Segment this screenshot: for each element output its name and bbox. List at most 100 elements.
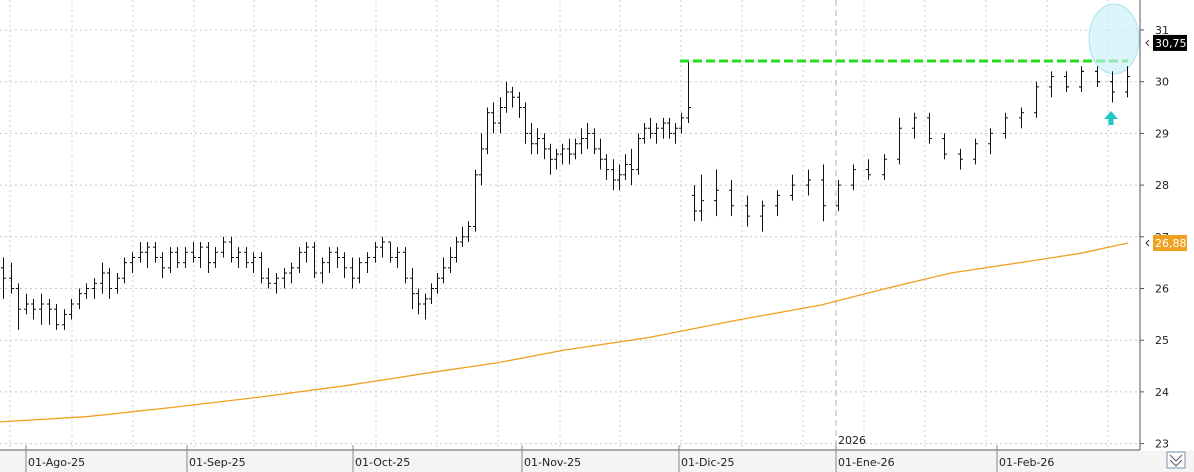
y-tick-label: 23	[1155, 438, 1169, 451]
y-tick-label: 26	[1155, 283, 1169, 296]
y-tick-label: 29	[1155, 127, 1169, 140]
moving-average-tag: 26,88	[1145, 235, 1187, 252]
ohlc-bar	[77, 288, 82, 310]
ohlc-bar	[573, 138, 578, 160]
ohlc-bar	[897, 117, 902, 165]
ohlc-bar	[882, 154, 887, 180]
up-arrow-icon	[1104, 111, 1118, 125]
ohlc-bar	[806, 169, 811, 196]
ohlc-bar	[585, 123, 590, 149]
moving-average-line	[0, 242, 1129, 423]
ohlc-bar	[107, 267, 112, 299]
last-price-label: 30,75	[1155, 37, 1187, 50]
ohlc-bar	[692, 185, 697, 222]
ohlc-bar	[160, 252, 165, 279]
ohlc-bar	[289, 262, 294, 284]
ohlc-bar	[266, 267, 271, 289]
ohlc-bar	[244, 247, 249, 268]
ohlc-bar	[153, 241, 158, 263]
ohlc-bar	[714, 169, 719, 217]
ohlc-bar	[866, 159, 871, 180]
ohlc-bar	[62, 309, 67, 330]
ohlc-bar	[523, 102, 528, 144]
ohlc-bar	[988, 128, 993, 155]
annotations-layer	[680, 3, 1140, 125]
ohlc-bar	[535, 128, 540, 155]
ohlc-bar	[435, 272, 440, 294]
grid-layer	[0, 0, 1138, 450]
ohlc-bar	[39, 293, 44, 325]
ohlc-bar	[517, 92, 522, 118]
ohlc-bar	[145, 241, 150, 268]
ohlc-bar	[498, 97, 503, 134]
ohlc-bar	[958, 148, 963, 170]
x-tick-label: 01-Ago-25	[28, 456, 85, 469]
ohlc-bar	[567, 138, 572, 165]
ohlc-bar	[198, 241, 203, 268]
ohlc-bar	[259, 252, 264, 284]
y-tick-label: 24	[1155, 386, 1169, 399]
ohlc-bar	[304, 241, 309, 263]
y-tick-label: 28	[1155, 179, 1169, 192]
ohlc-bar	[760, 200, 765, 232]
ohlc-bar	[416, 288, 421, 315]
ohlc-bar	[115, 272, 120, 294]
ohlc-bar	[24, 293, 29, 315]
breakout-highlight	[1088, 3, 1140, 75]
y-tick-label: 30	[1155, 76, 1169, 89]
ohlc-bar	[821, 164, 826, 222]
ohlc-bar	[365, 252, 370, 273]
ohlc-bar	[229, 236, 234, 263]
ohlc-bar	[251, 252, 256, 273]
ohlc-bar	[206, 241, 211, 273]
ohlc-bar	[592, 128, 597, 155]
double-chevron-down-icon[interactable]	[1166, 451, 1186, 469]
ohlc-bar	[403, 247, 408, 284]
x-tick-label: 01-Oct-25	[355, 456, 410, 469]
ohlc-bar	[92, 278, 97, 299]
ohlc-bar	[927, 112, 932, 144]
ohlc-bar	[1095, 66, 1100, 87]
ohlc-bar	[648, 117, 653, 139]
ohlc-bar	[395, 247, 400, 268]
ohlc-bar	[69, 298, 74, 320]
ohlc-bar	[699, 174, 704, 222]
ohlc-bar	[175, 247, 180, 268]
ohlc-bar	[667, 117, 672, 139]
ohlc-bar	[548, 143, 553, 175]
ohlc-bar	[636, 133, 641, 175]
ohlc-bar	[491, 102, 496, 134]
ohlc-bar	[423, 293, 428, 320]
ohlc-bar	[213, 247, 218, 268]
ohlc-bar	[560, 143, 565, 165]
ohlc-bar	[327, 247, 332, 273]
ohlc-bar	[454, 236, 459, 263]
ohlc-bar	[686, 61, 691, 124]
ohlc-bar	[388, 241, 393, 263]
ohlc-bar	[274, 272, 279, 294]
ohlc-bar	[297, 247, 302, 273]
ohlc-bar	[679, 112, 684, 134]
ohlc-bar	[350, 257, 355, 289]
ohlc-bar	[554, 148, 559, 170]
ohlc-bar	[138, 241, 143, 263]
ohlc-bars-layer	[1, 61, 1130, 330]
ohlc-bar	[473, 169, 478, 232]
ohlc-bar	[661, 117, 666, 139]
ohlc-bar	[312, 241, 317, 279]
ohlc-bar	[410, 267, 415, 310]
ohlc-bar	[579, 128, 584, 155]
ohlc-bar	[479, 133, 484, 186]
ohlc-bar	[342, 252, 347, 279]
year-marker-label: 2026	[838, 434, 866, 447]
x-tick-label: 01-Sep-25	[189, 456, 246, 469]
ohlc-bar	[236, 247, 241, 268]
ohlc-bar	[598, 138, 603, 170]
ohlc-bar	[1003, 112, 1008, 139]
ohlc-bar	[851, 164, 856, 191]
x-tick-label: 01-Ene-26	[838, 456, 895, 469]
ohlc-bar	[31, 298, 36, 320]
moving-average-label: 26,88	[1155, 237, 1187, 250]
ohlc-bar	[745, 195, 750, 227]
ohlc-bar	[460, 226, 465, 248]
